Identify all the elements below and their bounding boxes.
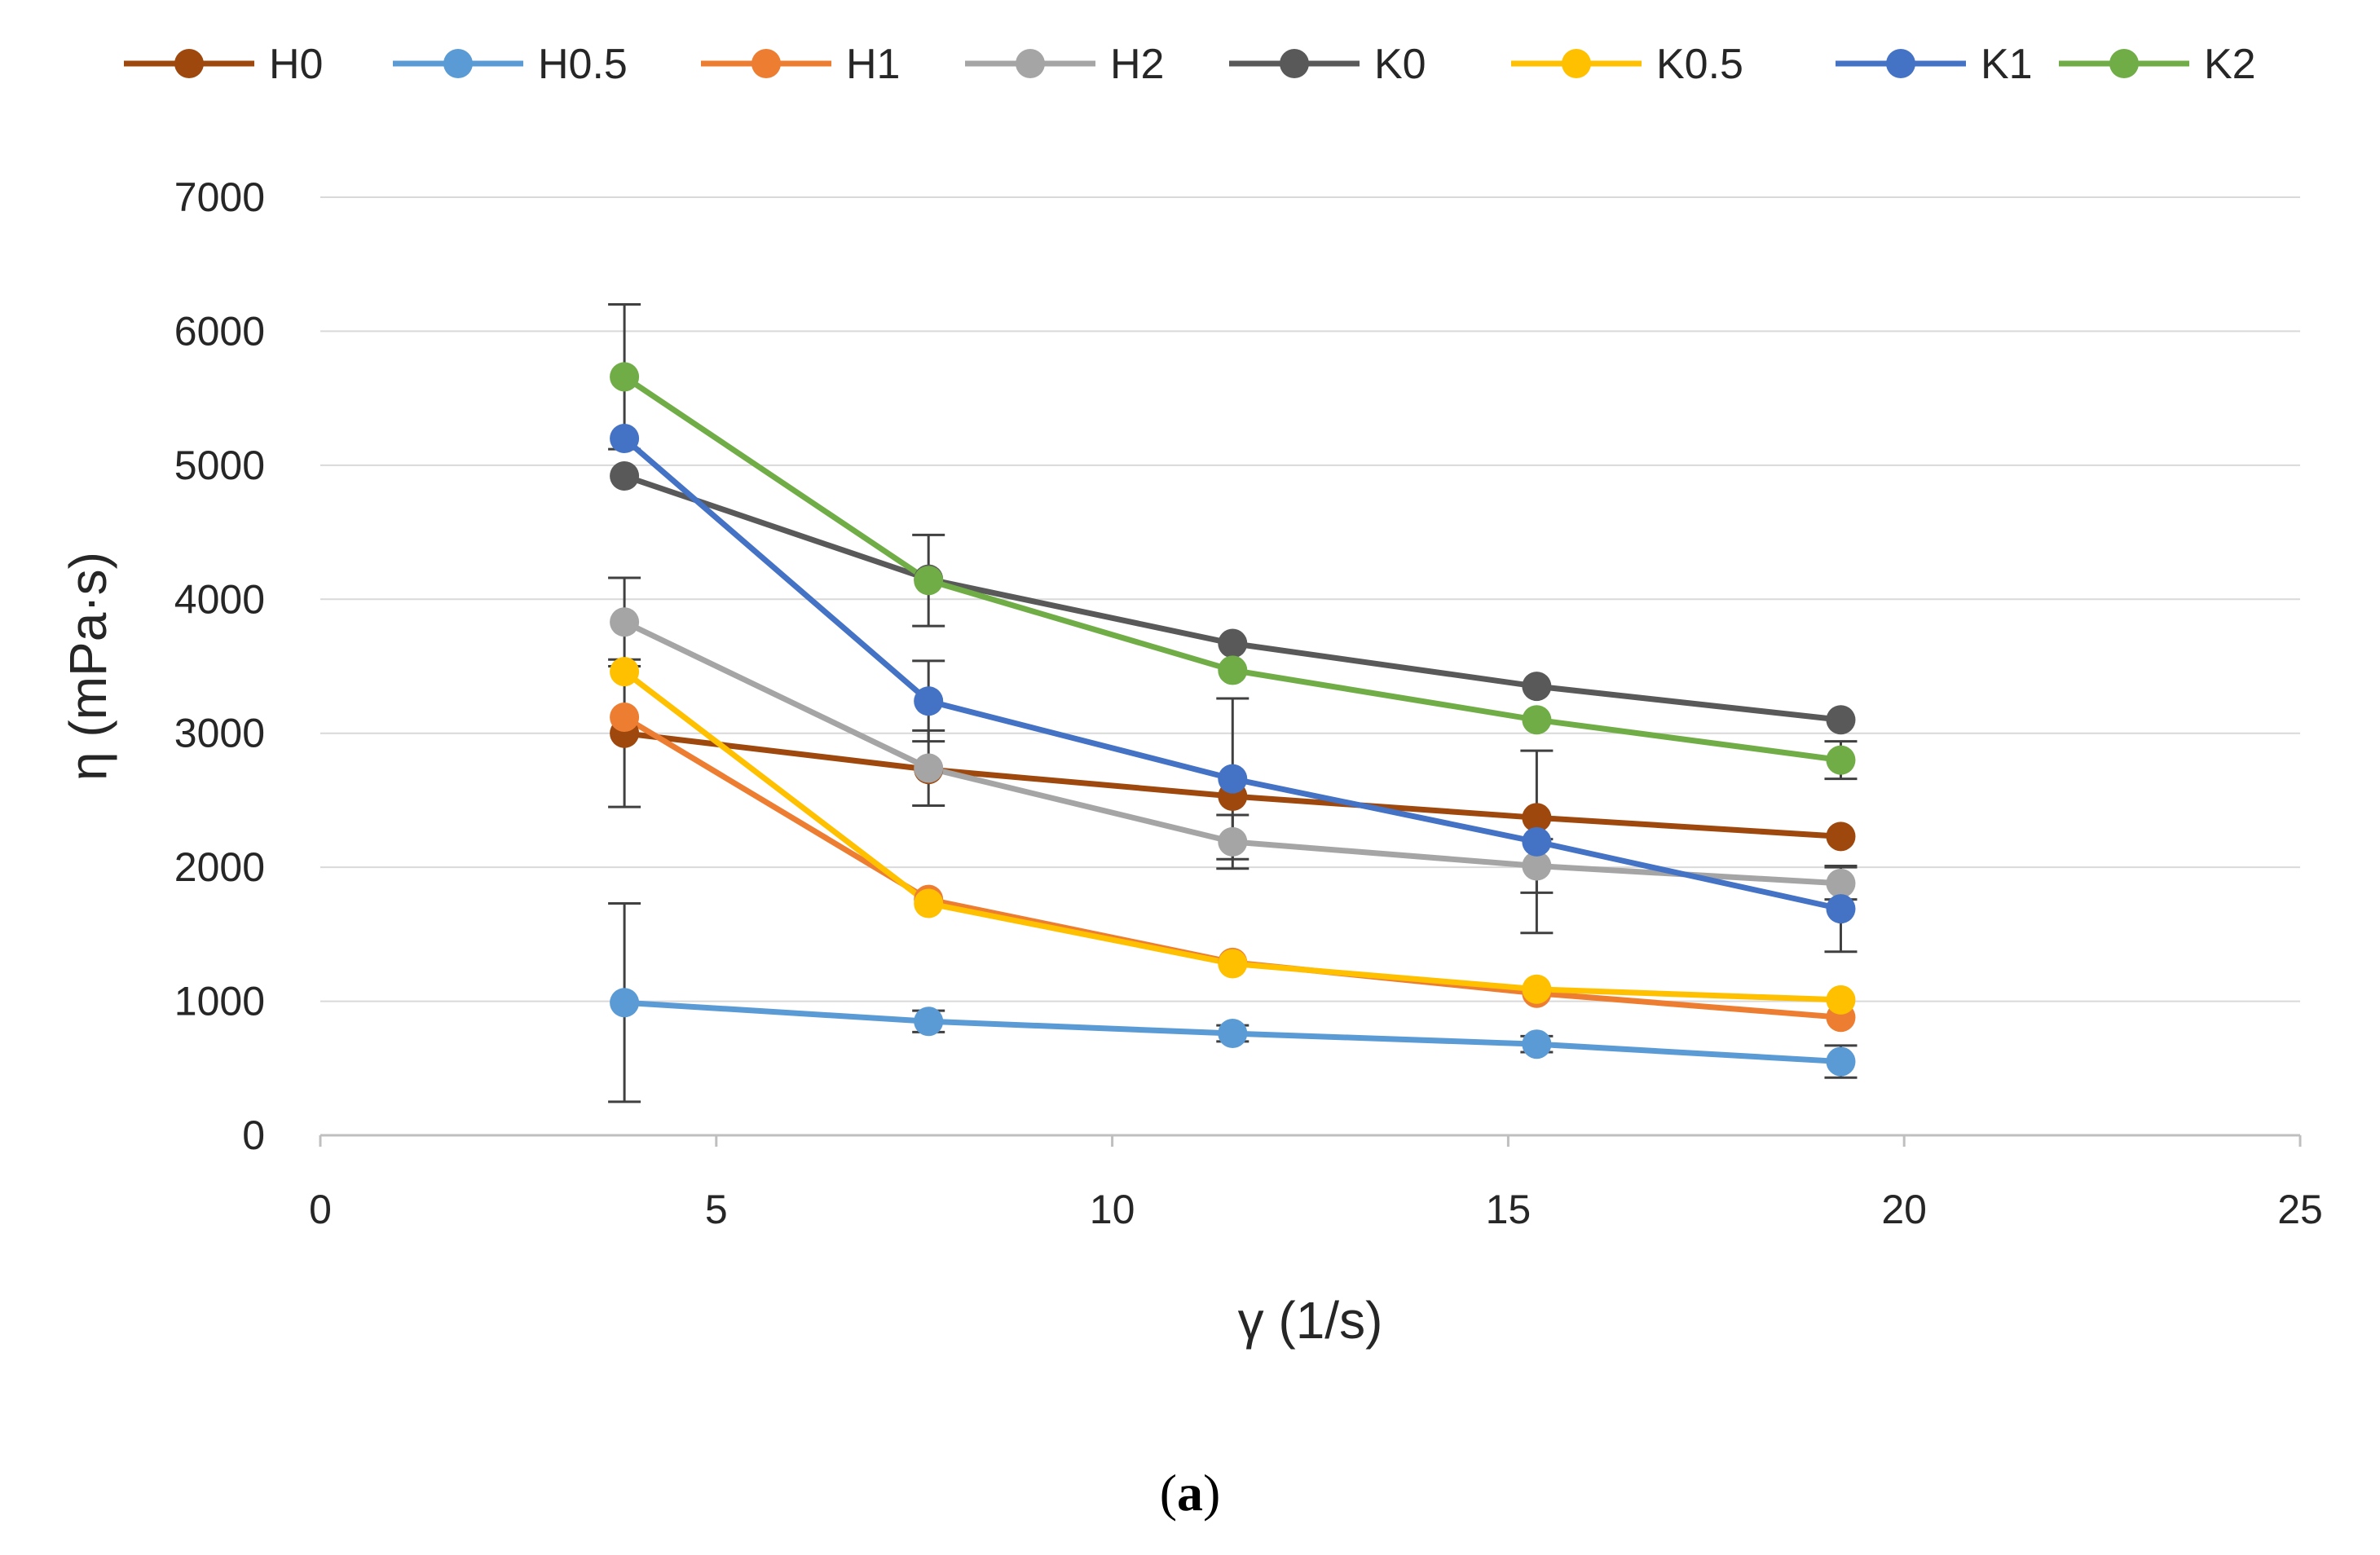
legend-item-H0.5: H0.5	[393, 41, 628, 88]
data-point-K1	[1826, 894, 1856, 924]
legend: H0 H0.5 H1 H2 K0 K0.5 K1 K2	[124, 41, 2256, 88]
y-tick-label: 7000	[174, 174, 265, 220]
data-point-K2	[1218, 655, 1248, 685]
data-point-H0.5	[1522, 1029, 1552, 1059]
x-tick-label: 25	[2277, 1187, 2323, 1232]
data-point-H2	[914, 753, 944, 783]
data-point-K2	[610, 362, 640, 392]
series-points	[610, 362, 1856, 1077]
x-tick-label: 10	[1090, 1187, 1135, 1232]
legend-swatch-marker	[443, 49, 473, 78]
data-point-K1	[1218, 764, 1248, 794]
data-point-K0.5	[914, 888, 944, 918]
legend-item-H0: H0	[124, 41, 323, 88]
legend-swatch-marker	[2109, 49, 2139, 78]
x-tick-label: 15	[1486, 1187, 1532, 1232]
data-point-H0.5	[1218, 1019, 1248, 1049]
legend-item-K0.5: K0.5	[1511, 41, 1743, 88]
legend-item-H2: H2	[965, 41, 1164, 88]
legend-swatch-marker	[1016, 49, 1045, 78]
legend-label: H0.5	[538, 41, 628, 88]
y-axis-ticks: 0 1000 2000 3000 4000 5000 6000 7000	[174, 174, 265, 1158]
data-point-H0	[1826, 822, 1856, 852]
data-point-K1	[610, 423, 640, 453]
y-tick-label: 2000	[174, 844, 265, 890]
y-tick-label: 3000	[174, 711, 265, 756]
x-axis-title: γ (1/s)	[1238, 1291, 1383, 1350]
data-point-H0.5	[1826, 1046, 1856, 1077]
legend-swatch-marker	[751, 49, 781, 78]
y-tick-label: 4000	[174, 576, 265, 622]
y-tick-label: 0	[242, 1112, 265, 1158]
legend-label: K1	[1981, 41, 2033, 88]
y-tick-label: 1000	[174, 979, 265, 1024]
x-tick-label: 0	[309, 1187, 332, 1232]
data-point-H0	[1522, 803, 1552, 833]
data-point-K0	[610, 461, 640, 491]
data-point-H2	[1826, 868, 1856, 898]
data-point-K2	[914, 566, 944, 596]
x-tick-label: 20	[1881, 1187, 1927, 1232]
legend-label: H2	[1110, 41, 1164, 88]
caption-label: a	[1177, 1464, 1203, 1522]
data-point-H1	[610, 702, 640, 732]
data-point-H0.5	[914, 1007, 944, 1037]
y-axis-title: η (mPa·s)	[59, 552, 117, 781]
data-point-K0	[1522, 672, 1552, 702]
data-point-K2	[1826, 745, 1856, 775]
data-point-K0.5	[1218, 949, 1248, 979]
legend-item-K0: K0	[1229, 41, 1426, 88]
data-point-H2	[1522, 851, 1552, 881]
caption-close: )	[1203, 1464, 1220, 1522]
x-tick-label: 5	[705, 1187, 728, 1232]
legend-swatch-marker	[1280, 49, 1309, 78]
data-point-H0.5	[610, 988, 640, 1018]
legend-label: K0	[1374, 41, 1426, 88]
figure-caption: (a)	[1160, 1464, 1221, 1522]
y-tick-label: 5000	[174, 443, 265, 488]
data-point-K0	[1826, 705, 1856, 735]
x-axis-ticks: 0 5 10 15 20 25	[309, 1135, 2323, 1232]
legend-item-K1: K1	[1836, 41, 2033, 88]
legend-swatch-marker	[1562, 49, 1591, 78]
data-point-K0.5	[1826, 985, 1856, 1015]
data-point-K0.5	[1522, 974, 1552, 1004]
legend-swatch-marker	[1886, 49, 1915, 78]
caption-open: (	[1160, 1464, 1177, 1522]
legend-label: H1	[846, 41, 900, 88]
data-point-K1	[1522, 826, 1552, 857]
legend-label: K2	[2204, 41, 2256, 88]
legend-swatch-marker	[174, 49, 204, 78]
data-point-H2	[1218, 826, 1248, 857]
data-point-K1	[914, 686, 944, 716]
data-point-K2	[1522, 705, 1552, 735]
legend-label: K0.5	[1656, 41, 1743, 88]
legend-label: H0	[269, 41, 323, 88]
legend-item-H1: H1	[701, 41, 900, 88]
data-point-K0	[1218, 628, 1248, 659]
y-tick-label: 6000	[174, 308, 265, 354]
legend-item-K2: K2	[2059, 41, 2256, 88]
data-point-K0.5	[610, 657, 640, 687]
data-point-H2	[610, 607, 640, 637]
